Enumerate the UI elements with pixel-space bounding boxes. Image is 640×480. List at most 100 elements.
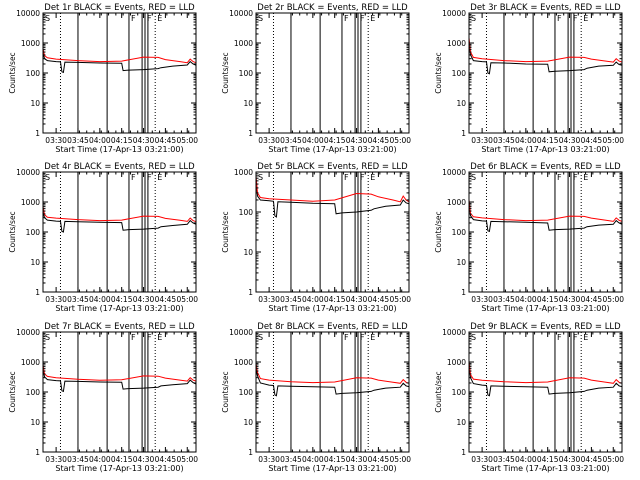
event-marker-label: E [157,173,162,182]
x-tick-label: 04:30 [133,136,155,145]
y-tick-label: 1000 [21,39,40,48]
plot-frame [255,331,410,453]
x-tick-label: 04:15 [537,295,559,304]
chart-title: Det 9r BLACK = Events, RED = LLD [470,322,621,332]
event-marker-label: F [557,333,562,342]
event-marker-label: S [471,14,476,23]
x-tick-label: 05:00 [602,295,624,304]
x-tick-label: 03:30 [471,136,493,145]
x-tick-label: 04:30 [559,295,581,304]
x-tick-label: 04:15 [537,136,559,145]
event-marker-label: S [258,173,263,182]
x-tick-label: 04:15 [111,136,133,145]
y-tick-label: 10 [243,248,253,257]
event-marker-label: F [557,173,562,182]
plot-frame [255,171,410,293]
x-tick-label: 04:30 [133,455,155,464]
event-marker-label: S [471,173,476,182]
y-tick-label: 100 [26,69,41,78]
event-marker-label: E [370,14,375,23]
x-tick-label: 04:00 [89,136,111,145]
x-axis-label: Start Time (17-Apr-13 03:21:00) [481,304,609,313]
event-marker-label: E [157,333,162,342]
events-series-line [255,178,410,218]
event-marker-label: S [258,333,263,342]
x-axis-label: Start Time (17-Apr-13 03:21:00) [268,145,396,154]
x-tick-label: 04:15 [324,455,346,464]
x-tick-label: 03:30 [471,455,493,464]
y-tick-label: 1000 [21,358,40,367]
x-tick-label: 05:00 [602,136,624,145]
x-tick-label: 04:45 [581,136,603,145]
x-tick-label: 03:30 [258,136,280,145]
chart-title: Det 7r BLACK = Events, RED = LLD [44,322,195,332]
event-marker-label: F [344,173,349,182]
x-tick-label: 04:00 [302,295,324,304]
chart-title: Det 1r BLACK = Events, RED = LLD [44,3,195,13]
x-tick-label: 05:00 [602,455,624,464]
x-tick-label: 03:30 [45,455,67,464]
y-tick-label: 10 [30,258,40,267]
event-marker-label: E [583,333,588,342]
y-axis-label: Counts/sec [8,211,17,252]
chart-title: Det 6r BLACK = Events, RED = LLD [470,162,621,172]
x-tick-label: 03:45 [67,295,89,304]
x-axis-label: Start Time (17-Apr-13 03:21:00) [481,145,609,154]
x-tick-label: 05:00 [176,455,198,464]
x-axis-label: Start Time (17-Apr-13 03:21:00) [55,145,183,154]
chart-title: Det 2r BLACK = Events, RED = LLD [257,3,408,13]
events-series-line [255,366,410,397]
lld-series-line [42,48,197,64]
y-tick-label: 10 [456,258,466,267]
event-marker-label: F [147,173,152,182]
events-series-line [468,40,623,75]
y-tick-label: 1 [248,288,253,297]
event-marker-label: E [157,14,162,23]
x-tick-label: 04:15 [324,295,346,304]
x-tick-label: 04:00 [515,455,537,464]
event-marker-label: F [573,333,578,342]
x-tick-label: 05:00 [176,136,198,145]
y-axis-label: Counts/sec [434,371,443,412]
y-axis-label: Counts/sec [8,371,17,412]
y-tick-label: 100 [452,388,467,397]
y-tick-label: 100 [239,388,254,397]
event-marker-label: F [131,333,136,342]
y-axis-label: Counts/sec [221,52,230,93]
x-tick-label: 04:30 [559,455,581,464]
events-series-line [42,51,197,74]
chart-title: Det 4r BLACK = Events, RED = LLD [44,162,195,172]
y-axis-label: Counts/sec [8,52,17,93]
x-tick-label: 04:45 [581,295,603,304]
event-marker-label: S [258,14,263,23]
x-tick-label: 04:30 [133,295,155,304]
x-axis-label: Start Time (17-Apr-13 03:21:00) [55,304,183,313]
y-axis-label: Counts/sec [434,211,443,252]
event-marker-label: E [370,173,375,182]
event-marker-label: F [360,14,365,23]
event-marker-label: F [344,14,349,23]
y-axis-label: Counts/sec [434,52,443,93]
event-marker-label: S [471,333,476,342]
y-tick-label: 100 [26,228,41,237]
x-tick-label: 04:15 [537,455,559,464]
plot-frame [255,12,410,134]
x-tick-label: 04:00 [515,136,537,145]
y-tick-label: 1 [248,448,253,457]
y-tick-label: 10000 [16,9,40,18]
x-tick-label: 04:30 [559,136,581,145]
x-tick-label: 04:45 [368,295,390,304]
x-tick-label: 04:30 [346,295,368,304]
event-marker-label: S [45,14,50,23]
x-tick-label: 04:45 [368,455,390,464]
x-tick-label: 04:00 [89,295,111,304]
events-series-line [42,368,197,393]
plot-frame [468,12,623,134]
y-tick-label: 100 [239,69,254,78]
